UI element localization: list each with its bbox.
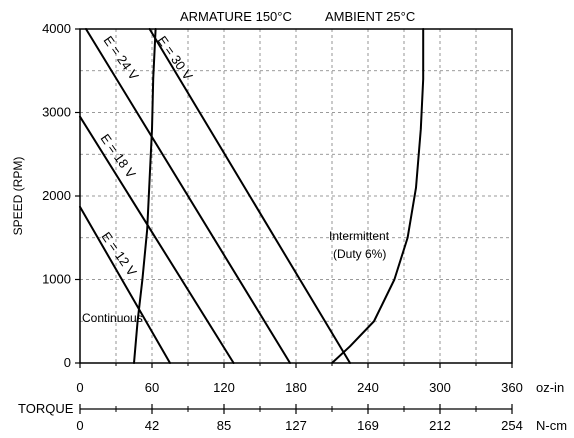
x-tick-label-ncm: 212 [429, 418, 451, 433]
axis-ticks: 0 1000 2000 3000 4000 0 60 120 180 240 300 360 0 42 85… [42, 21, 523, 433]
x-tick-label-ncm: 42 [145, 418, 159, 433]
x-tick-label-ozin: 0 [76, 380, 83, 395]
y-tick-label: 3000 [42, 105, 71, 120]
label-intermittent: Intermittent [329, 229, 390, 243]
x-tick-label-ozin: 300 [429, 380, 451, 395]
y-tick-label: 0 [64, 355, 71, 370]
label-e24: E = 24 V [101, 33, 142, 83]
label-e30: E = 30 V [155, 33, 196, 83]
x-tick-label-ncm: 169 [357, 418, 379, 433]
series-line-5 [331, 28, 425, 364]
label-e12: E = 12 V [99, 229, 140, 279]
x-tick-label-ozin: 120 [213, 380, 235, 395]
y-axis-label: SPEED (RPM) [11, 157, 25, 236]
grid [80, 29, 512, 363]
x-tick-label-ozin: 360 [501, 380, 523, 395]
y-tick-label: 2000 [42, 188, 71, 203]
header-ambient: AMBIENT 25°C [325, 9, 415, 24]
x-tick-label-ozin: 60 [145, 380, 159, 395]
x-unit-ozin: oz-in [536, 380, 564, 395]
series-line-0 [79, 205, 171, 364]
series-line-3 [148, 28, 351, 364]
x-tick-label-ncm: 254 [501, 418, 523, 433]
series-line-4 [133, 28, 157, 364]
label-duty: (Duty 6%) [333, 247, 386, 261]
x-tick-label-ncm: 127 [285, 418, 307, 433]
series-line-2 [85, 28, 291, 364]
torque-label: TORQUE [18, 401, 74, 416]
x-tick-label-ncm: 85 [217, 418, 231, 433]
x-tick-label-ozin: 180 [285, 380, 307, 395]
series-line-1 [79, 115, 235, 364]
y-tick-label: 4000 [42, 21, 71, 36]
x-tick-label-ozin: 240 [357, 380, 379, 395]
x-unit-ncm: N-cm [536, 418, 567, 433]
label-continuous: Continuous [82, 311, 143, 325]
x-tick-label-ncm: 0 [76, 418, 83, 433]
series-layer [79, 28, 425, 364]
y-tick-label: 1000 [42, 272, 71, 287]
header-armature: ARMATURE 150°C [180, 9, 292, 24]
